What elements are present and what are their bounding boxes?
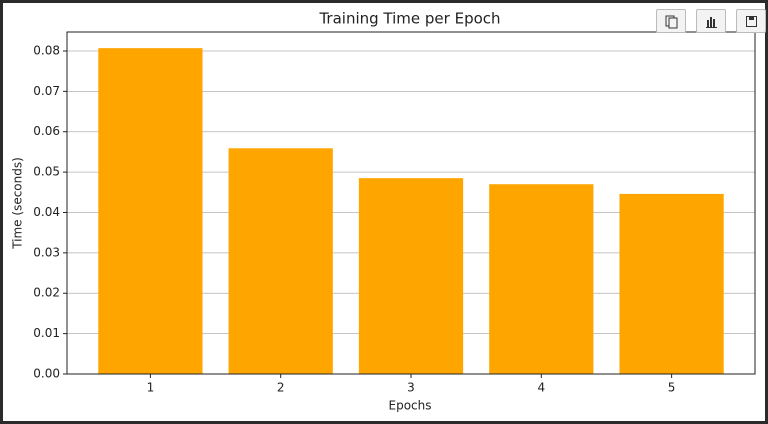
chart-icon [706,17,717,28]
bar [228,148,333,374]
y-axis-label: Time (seconds) [11,157,25,250]
y-tick-label: 0.02 [33,286,60,300]
y-tick-label: 0.08 [33,43,60,57]
chart-title: Training Time per Epoch [318,10,500,28]
x-tick-label: 2 [277,381,285,395]
y-tick-label: 0.06 [33,124,60,138]
bar [358,178,464,374]
bar [98,48,203,374]
chart-button[interactable] [696,9,726,33]
x-tick-label: 1 [147,381,155,395]
y-tick-label: 0.04 [33,205,60,219]
x-axis-label: Epochs [389,399,432,413]
x-tick-label: 4 [537,381,545,395]
x-tick-label: 5 [668,381,676,395]
y-tick-label: 0.03 [33,245,60,259]
bar [619,193,724,374]
y-tick-label: 0.05 [33,165,60,179]
save-button[interactable] [736,9,766,33]
plot-frame [66,31,756,375]
copy-button[interactable] [656,9,686,33]
bar [489,184,594,374]
chart: Training Time per Epoch Epochs Time (sec… [11,10,756,413]
save-icon [746,16,757,27]
copy-icon [665,15,678,29]
figure: Training Time per Epoch Epochs Time (sec… [3,3,766,421]
x-tick-label: 3 [407,381,415,395]
y-tick-label: 0.07 [33,84,60,98]
y-tick-label: 0.00 [33,367,60,381]
y-tick-label: 0.01 [33,326,60,340]
